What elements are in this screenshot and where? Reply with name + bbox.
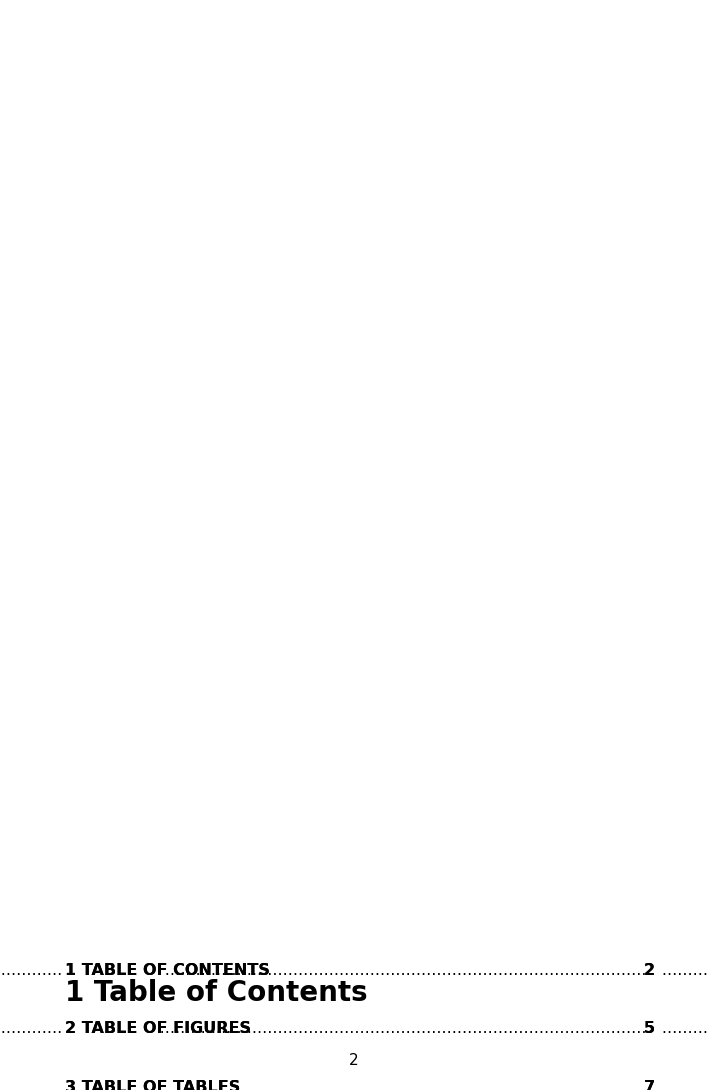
Text: 2: 2 — [349, 1053, 358, 1068]
Text: 2: 2 — [644, 962, 655, 978]
Text: 3 TABLE OF TABLES: 3 TABLE OF TABLES — [65, 1080, 240, 1090]
Text: ................................................................................: ........................................… — [0, 962, 707, 978]
Text: ................................................................................: ........................................… — [0, 1080, 707, 1090]
Text: 2 TABLE OF FIGURES: 2 TABLE OF FIGURES — [65, 1021, 251, 1037]
Text: 2 TABLE OF FIGURES: 2 TABLE OF FIGURES — [65, 1021, 251, 1037]
Text: 1 TABLE OF CONTENTS: 1 TABLE OF CONTENTS — [65, 962, 270, 978]
Bar — [646, 964, 661, 980]
Text: 7: 7 — [644, 1080, 655, 1090]
Bar — [63, 1080, 154, 1090]
Text: 2: 2 — [644, 962, 655, 978]
Bar — [646, 1080, 661, 1090]
Text: 5: 5 — [644, 1021, 655, 1037]
Text: 1 TABLE OF CONTENTS: 1 TABLE OF CONTENTS — [65, 962, 270, 978]
Text: ................................................................................: ........................................… — [0, 1021, 707, 1037]
Text: 5: 5 — [644, 1021, 655, 1037]
Bar — [63, 964, 164, 980]
Bar — [646, 1022, 661, 1039]
Text: 1 Table of Contents: 1 Table of Contents — [65, 979, 368, 1007]
Bar — [63, 1022, 159, 1039]
Text: 7: 7 — [644, 1080, 655, 1090]
Text: 3 TABLE OF TABLES: 3 TABLE OF TABLES — [65, 1080, 240, 1090]
